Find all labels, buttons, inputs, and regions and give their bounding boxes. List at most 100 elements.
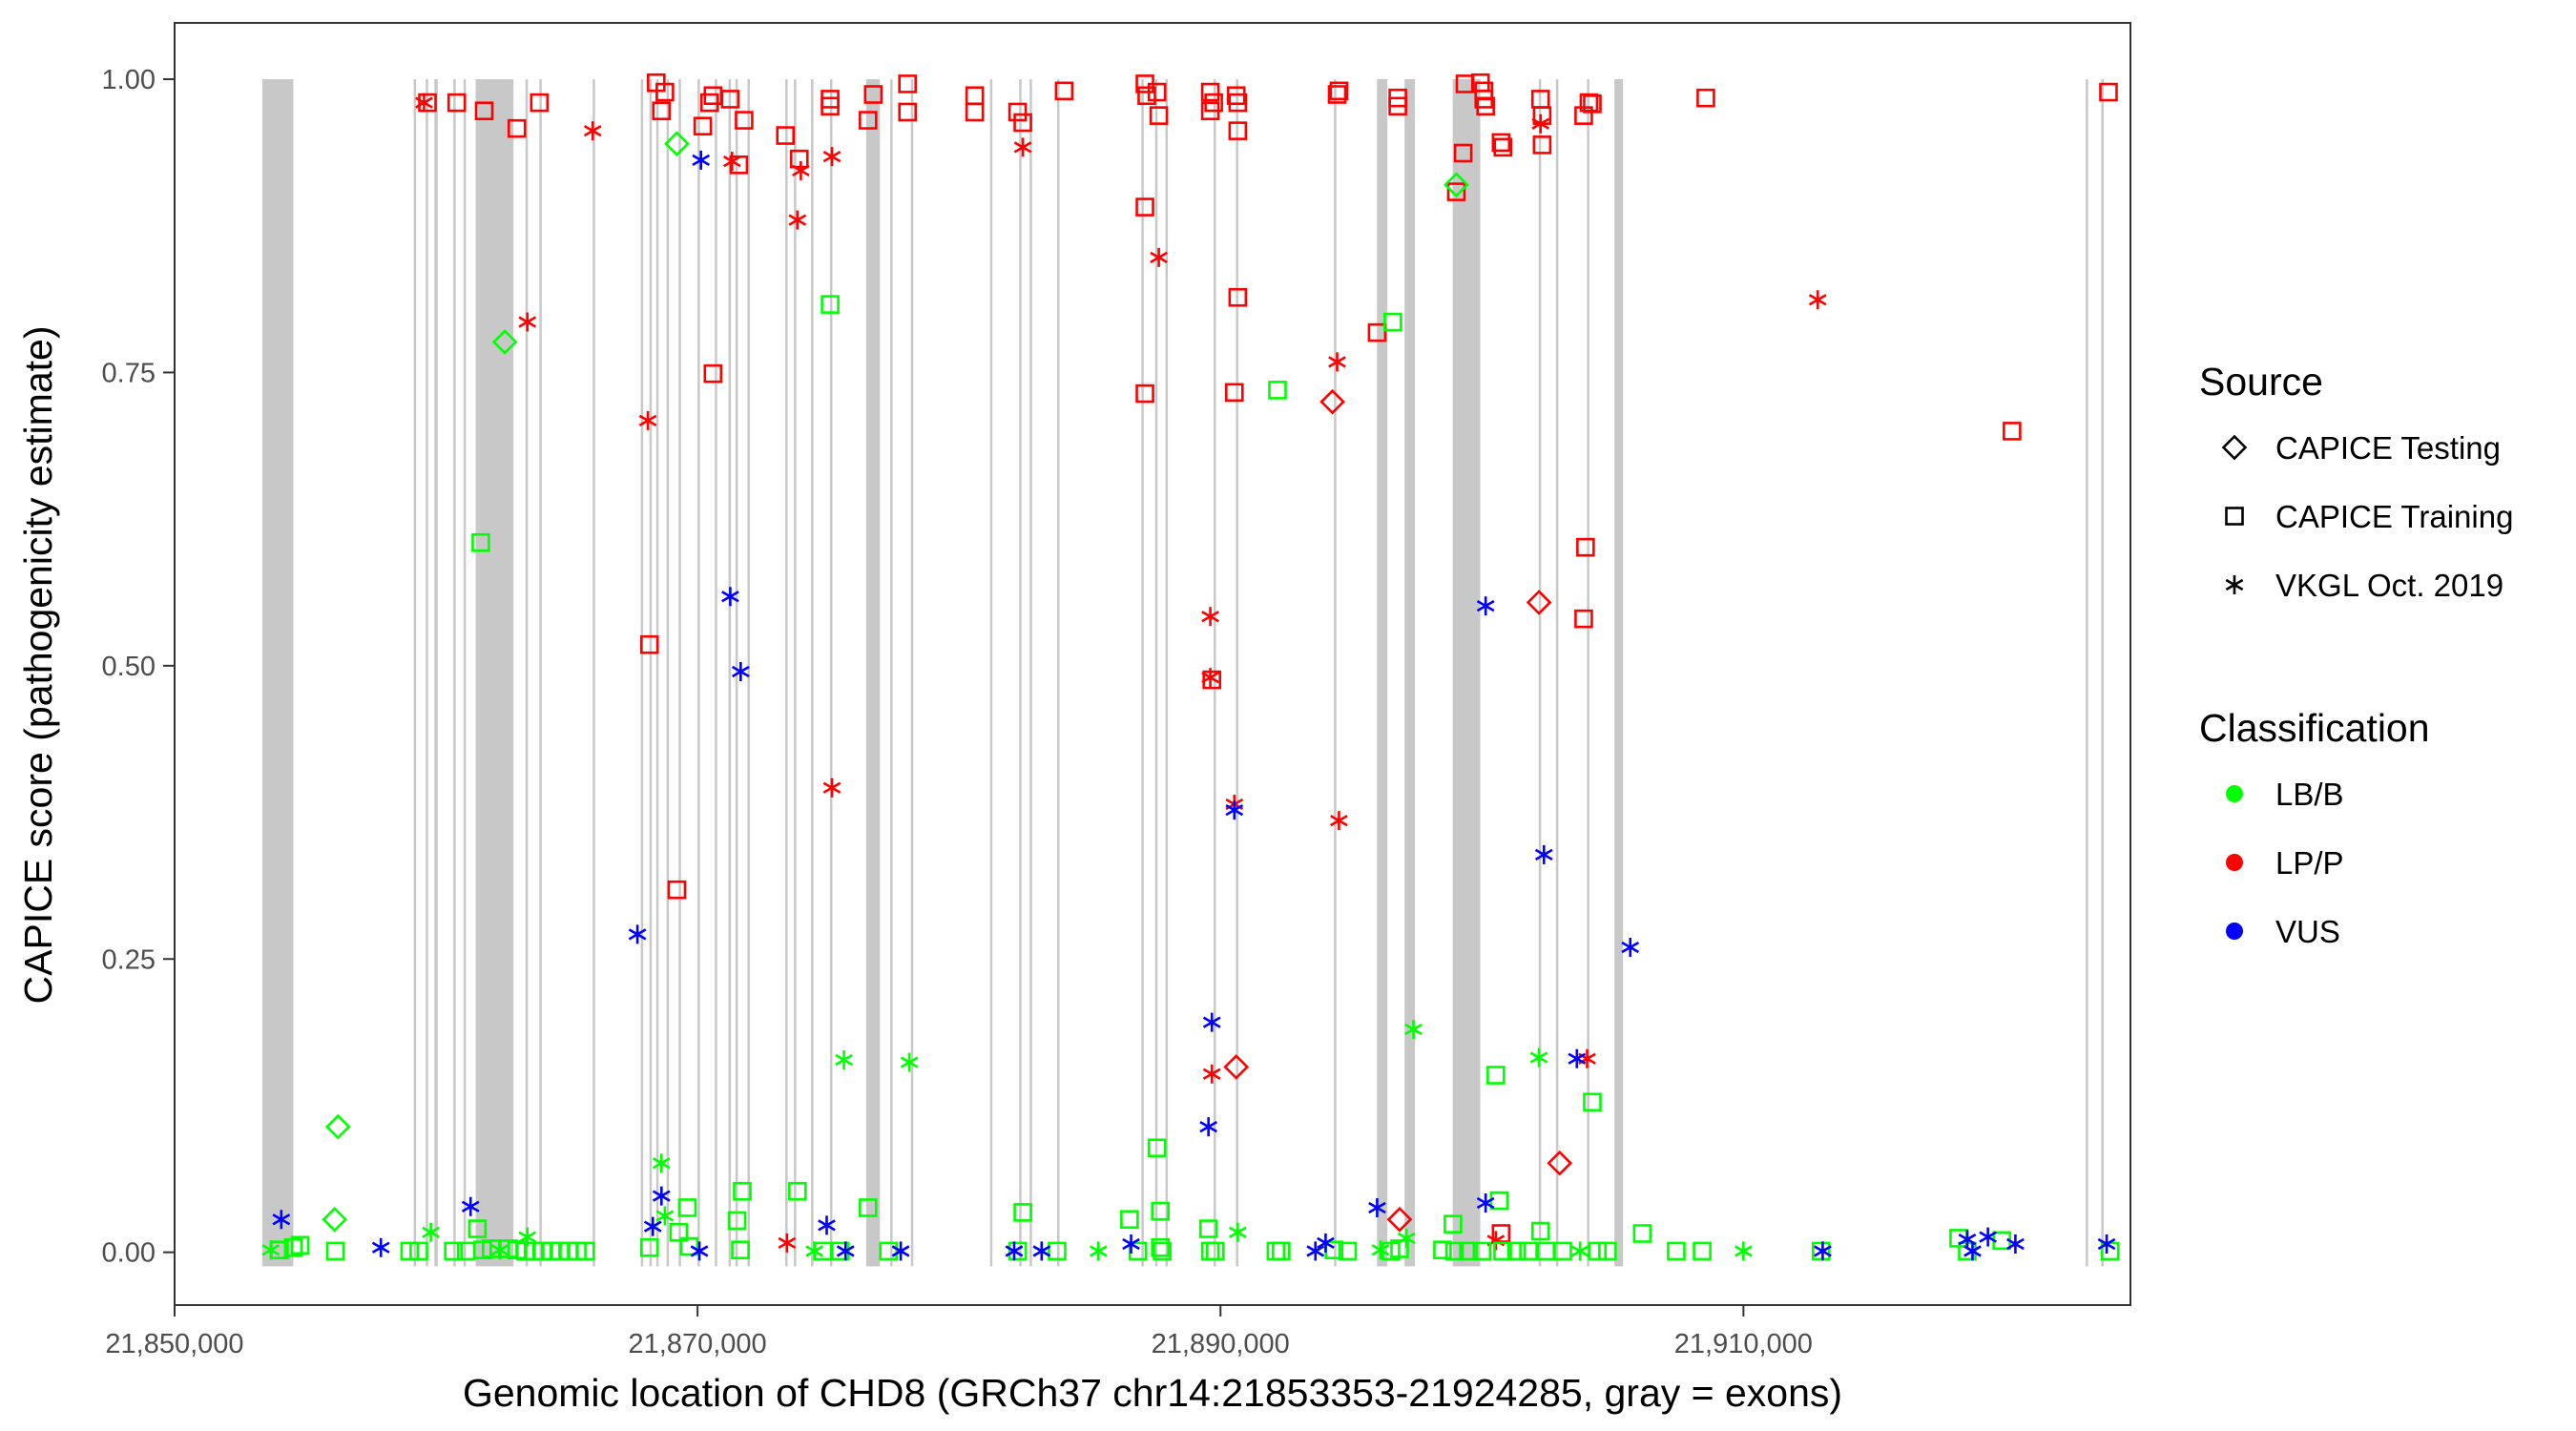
data-point (1151, 1237, 1171, 1257)
data-point (821, 96, 840, 116)
data-point (447, 93, 467, 113)
legend-diamond-icon (2221, 434, 2248, 461)
legend-source-label: CAPICE Testing (2275, 430, 2501, 466)
data-point (1135, 197, 1154, 217)
data-point (325, 1241, 345, 1261)
exon-band (525, 79, 529, 1267)
x-tick-label: 21,890,000 (1152, 1329, 1290, 1359)
data-point (1327, 85, 1347, 104)
data-point (1202, 1012, 1221, 1032)
legend-class-label: VUS (2275, 914, 2340, 949)
data-point (290, 1235, 310, 1255)
data-point (474, 101, 494, 121)
data-point (1491, 133, 1511, 153)
exon-band (649, 79, 653, 1267)
data-point (1202, 670, 1222, 690)
exon-band (829, 79, 833, 1267)
y-axis: 0.00 0.25 0.50 0.75 1.00 (102, 65, 175, 1269)
data-point (732, 661, 750, 681)
exon-band (434, 79, 438, 1267)
y-tick-label: 0.00 (102, 1238, 156, 1269)
data-point (1149, 106, 1169, 125)
data-point (2099, 82, 2118, 102)
data-point (859, 111, 878, 130)
data-point (1225, 800, 1244, 820)
exon-band (865, 79, 881, 1267)
data-point (1272, 1241, 1291, 1261)
exon-band (1236, 79, 1238, 1267)
data-point (778, 1233, 797, 1253)
data-point (1963, 1241, 1982, 1261)
data-point (690, 1241, 709, 1261)
data-point (1583, 94, 1602, 114)
data-point (1444, 1214, 1463, 1234)
exon-band (426, 79, 428, 1267)
exon-band (539, 79, 542, 1267)
exon-band (1452, 79, 1481, 1267)
data-point (655, 1206, 675, 1226)
data-point (1054, 81, 1074, 101)
data-point (731, 1240, 750, 1260)
exon-band (697, 79, 700, 1267)
data-point (461, 1196, 480, 1216)
data-point (1048, 1241, 1067, 1261)
y-tick-label: 0.25 (102, 944, 156, 975)
data-point (1201, 607, 1219, 627)
data-point (1089, 1241, 1108, 1261)
data-point (822, 778, 841, 798)
panel-border (174, 22, 2131, 1306)
data-point (1814, 1241, 1832, 1261)
data-point (1013, 113, 1032, 133)
data-point (891, 1241, 910, 1261)
exon-band (678, 79, 681, 1267)
data-point (1386, 1206, 1413, 1233)
data-point (667, 880, 687, 900)
data-point (1446, 182, 1466, 201)
data-point (1228, 121, 1248, 140)
data-point (471, 532, 490, 552)
data-point (1371, 1240, 1390, 1260)
data-point (1491, 1224, 1511, 1243)
exon-band (794, 79, 797, 1267)
data-point (835, 1050, 853, 1069)
y-tick-label: 1.00 (102, 65, 156, 95)
exon-band (785, 79, 788, 1267)
data-point (628, 924, 647, 944)
data-point (491, 329, 518, 355)
data-point (1532, 135, 1552, 155)
data-point (643, 1216, 662, 1236)
data-point (1120, 1210, 1139, 1230)
data-point (422, 1222, 440, 1242)
exon-band (261, 79, 294, 1267)
data-point (530, 93, 550, 113)
exon-band (1377, 79, 1388, 1267)
data-point (1576, 537, 1595, 557)
data-point (1598, 1241, 1617, 1261)
legend-dot-icon (2226, 854, 2243, 871)
exon-band (1404, 79, 1416, 1267)
exon-band (1614, 79, 1624, 1267)
data-point (692, 150, 711, 170)
data-point (1153, 1241, 1172, 1261)
data-point (821, 295, 840, 314)
legend-class-title: Classification (2199, 706, 2430, 750)
data-point (371, 1237, 390, 1257)
data-point (1198, 1219, 1218, 1238)
data-point (1696, 88, 1715, 108)
exon-band (592, 79, 595, 1267)
data-point (1390, 1239, 1409, 1258)
data-point (409, 1241, 428, 1261)
data-point (1397, 1228, 1416, 1248)
data-points (261, 73, 2120, 1261)
legend-source-title: Source (2199, 360, 2323, 404)
data-point (1008, 102, 1028, 122)
exon-band (1019, 79, 1022, 1267)
exon-band (640, 79, 644, 1267)
data-point (1306, 1241, 1325, 1261)
legend: Source Classification CAPICE Testing CAPI… (2199, 360, 2513, 949)
data-point (1493, 137, 1513, 157)
data-point (879, 1241, 898, 1261)
data-point (1150, 247, 1168, 267)
data-point (415, 93, 433, 113)
data-point (1008, 1241, 1028, 1261)
